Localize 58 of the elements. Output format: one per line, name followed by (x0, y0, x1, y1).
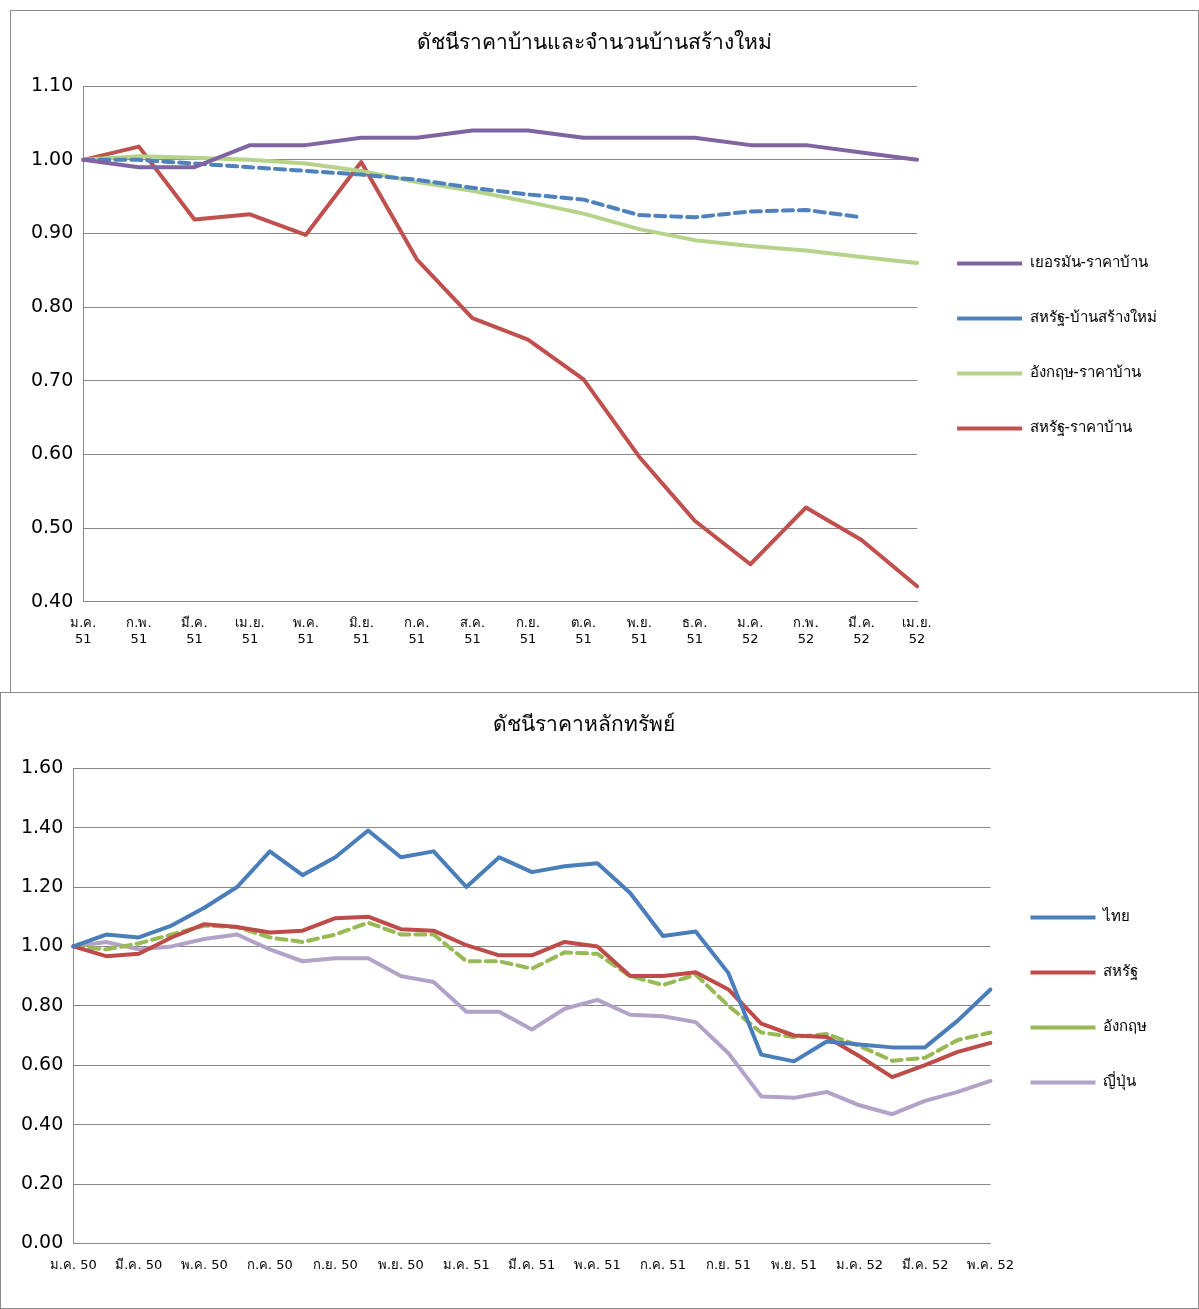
y-tick-label: 0.20 (20, 1170, 64, 1193)
y-tick-label: 0.00 (20, 1230, 64, 1253)
legend-label: เยอรมัน-ราคาบ้าน (1029, 253, 1149, 272)
x-tick-label: ก.ค. 50 (246, 1256, 293, 1272)
x-tick-label: ต.ค. 51 (570, 614, 597, 646)
y-tick-label: 0.60 (20, 1052, 64, 1075)
x-tick-label: ก.ย. 51 (705, 1256, 751, 1272)
x-tick-label: มี.ค. 52 (901, 1256, 949, 1272)
y-tick-label: 0.50 (30, 515, 74, 538)
y-tick-label: 0.70 (30, 367, 74, 390)
x-tick-label: พ.ย. 51 (626, 614, 652, 646)
y-tick-label: 1.40 (20, 814, 64, 837)
x-tick-label: ก.พ. 51 (126, 614, 152, 646)
x-tick-label: ก.ย. 50 (312, 1256, 358, 1272)
y-tick-label: 0.80 (20, 992, 64, 1015)
legend-label: ไทย (1102, 907, 1130, 926)
x-tick-label: ม.ค. 51 (70, 614, 97, 646)
x-tick-label: ธ.ค. 51 (682, 614, 708, 646)
y-tick-label: 1.60 (20, 755, 64, 778)
legend-label: สหรัฐ-บ้านสร้างใหม่ (1029, 308, 1158, 327)
legend-label: สหรัฐ (1103, 962, 1138, 981)
x-tick-label: ก.ค. 51 (639, 1256, 686, 1272)
x-tick-label: พ.ย. 51 (770, 1256, 817, 1272)
x-tick-label: พ.ค. 51 (292, 614, 319, 646)
legend-label: ญี่ปุ่น (1103, 1070, 1136, 1092)
x-tick-label: พ.ย. 50 (377, 1256, 424, 1272)
x-tick-label: ก.ย. 51 (515, 614, 541, 646)
x-tick-label: พ.ค. 51 (573, 1256, 621, 1272)
x-tick-label: เม.ย. 51 (235, 614, 265, 646)
x-tick-label: ก.พ. 52 (793, 614, 819, 646)
legend-label: อังกฤษ-ราคาบ้าน (1029, 363, 1142, 382)
x-tick-label: ก.ค. 51 (404, 614, 430, 646)
x-tick-label: พ.ค. 50 (180, 1256, 228, 1272)
chart-title: ดัชนีราคาบ้านและจำนวนบ้านสร้างใหม่ (416, 30, 772, 55)
legend-label: สหรัฐ-ราคาบ้าน (1029, 418, 1133, 437)
chart-title: ดัชนีราคาหลักทรัพย์ (493, 712, 675, 737)
x-tick-label: มี.ค. 51 (508, 1256, 556, 1272)
x-tick-label: ม.ค. 51 (442, 1256, 490, 1272)
y-tick-label: 1.00 (20, 933, 64, 956)
x-tick-label: มี.ค. 52 (848, 614, 875, 646)
legend-label: อังกฤษ (1103, 1017, 1147, 1036)
y-tick-label: 0.60 (30, 441, 74, 464)
y-tick-label: 1.20 (20, 873, 64, 896)
x-tick-label: ม.ค. 52 (737, 614, 764, 646)
y-tick-label: 1.10 (30, 73, 74, 96)
y-tick-label: 0.40 (20, 1111, 64, 1134)
x-tick-label: พ.ค. 52 (967, 1256, 1014, 1272)
x-tick-label: ส.ค. 51 (459, 614, 486, 646)
y-tick-label: 0.80 (30, 294, 74, 317)
x-tick-label: ม.ค. 52 (836, 1256, 883, 1272)
y-tick-label: 0.40 (30, 588, 74, 611)
x-tick-label: มี.ค. 51 (181, 614, 208, 646)
x-tick-label: เม.ย. 52 (902, 614, 932, 646)
y-tick-label: 0.90 (30, 220, 74, 243)
x-tick-label: มี.ค. 50 (115, 1256, 163, 1272)
x-tick-label: ม.ค. 50 (49, 1256, 97, 1272)
x-tick-label: มิ.ย. 51 (348, 614, 374, 646)
y-tick-label: 1.00 (30, 146, 74, 169)
